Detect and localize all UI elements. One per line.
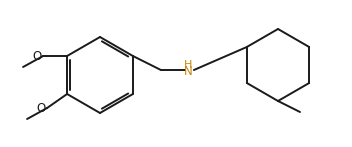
Text: H: H (184, 60, 192, 70)
Text: O: O (37, 101, 46, 115)
Text: O: O (33, 50, 42, 62)
Text: N: N (183, 65, 192, 77)
